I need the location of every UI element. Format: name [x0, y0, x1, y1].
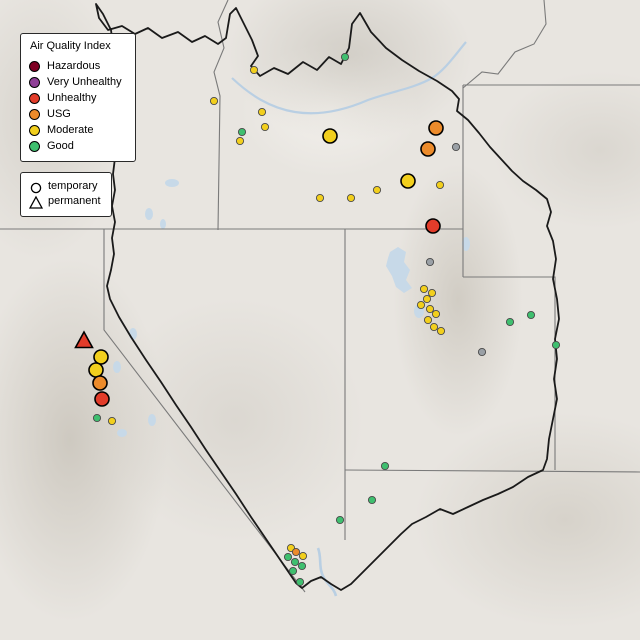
aqi-marker-unhealthy-triangle[interactable] — [74, 330, 94, 349]
aqi-marker-moderate-circle[interactable] — [422, 294, 432, 304]
aqi-marker-good-circle[interactable] — [380, 461, 390, 471]
aqi-marker-good-circle[interactable] — [283, 552, 293, 562]
aqi-marker-usg-circle[interactable] — [428, 120, 444, 136]
very_unhealthy-swatch-icon — [29, 76, 40, 88]
aqi-marker-moderate-circle[interactable] — [322, 128, 338, 144]
aqi-marker-missing-circle[interactable] — [425, 257, 435, 267]
border-idaho-montana — [462, 0, 547, 89]
aqi-marker-good-circle[interactable] — [288, 566, 298, 576]
state-borders — [0, 0, 640, 593]
legend-item-label: USG — [47, 108, 71, 120]
aqi-legend: Air Quality Index Hazardous Very Unhealth… — [20, 33, 136, 162]
aqi-marker-moderate-circle[interactable] — [431, 309, 441, 319]
usg-swatch-icon — [29, 108, 40, 120]
aqi-marker-good-circle[interactable] — [340, 52, 350, 62]
aqi-marker-moderate-circle[interactable] — [235, 136, 245, 146]
water-layer — [113, 41, 470, 597]
aqi-marker-moderate-circle[interactable] — [372, 185, 382, 195]
malheur-lake — [165, 179, 179, 187]
aqi-marker-unhealthy-circle[interactable] — [94, 391, 110, 407]
aqi-marker-good-circle[interactable] — [526, 310, 536, 320]
unhealthy-swatch-icon — [29, 92, 40, 104]
aqi-marker-good-circle[interactable] — [295, 577, 305, 587]
aqi-marker-usg-circle[interactable] — [92, 375, 108, 391]
aqi-marker-usg-circle[interactable] — [291, 547, 301, 557]
mono-lake — [117, 429, 127, 437]
great-salt-lake — [386, 247, 412, 293]
shape-legend: temporary permanent — [20, 172, 112, 217]
aqi-marker-usg-circle[interactable] — [420, 141, 436, 157]
summer-lake — [145, 208, 153, 220]
legend-item-label: Good — [47, 140, 74, 152]
aqi-marker-good-circle[interactable] — [92, 413, 102, 423]
aqi-marker-moderate-circle[interactable] — [209, 96, 219, 106]
aqi-marker-moderate-circle[interactable] — [419, 284, 429, 294]
snake-river — [231, 41, 467, 115]
legend-item-usg: USG — [29, 106, 125, 122]
legend-item-label: Hazardous — [47, 60, 101, 72]
aqi-marker-moderate-circle[interactable] — [260, 122, 270, 132]
aqi-marker-moderate-circle[interactable] — [435, 180, 445, 190]
legend-items: Hazardous Very Unhealthy Unhealthy USG Moder… — [29, 58, 125, 154]
legend-item-label: Moderate — [47, 124, 94, 136]
bear-lake — [462, 237, 470, 251]
aqi-marker-moderate-circle[interactable] — [249, 65, 259, 75]
shape-legend-label: temporary — [48, 180, 98, 192]
aqi-marker-moderate-circle[interactable] — [436, 326, 446, 336]
legend-item-label: Unhealthy — [47, 92, 97, 104]
aqi-marker-moderate-circle[interactable] — [257, 107, 267, 117]
shape-legend-label: permanent — [48, 195, 101, 207]
aqi-marker-good-circle[interactable] — [297, 561, 307, 571]
aqi-marker-missing-circle[interactable] — [451, 142, 461, 152]
colorado-river — [316, 547, 338, 597]
border-oregon-idaho — [213, 0, 229, 231]
legend-item-good: Good — [29, 138, 125, 154]
legend-item-moderate: Moderate — [29, 122, 125, 138]
hazardous-swatch-icon — [29, 60, 40, 72]
triangle-icon — [29, 195, 43, 209]
aqi-marker-moderate-circle[interactable] — [427, 288, 437, 298]
aqi-marker-unhealthy-circle[interactable] — [425, 218, 441, 234]
aqi-marker-good-circle[interactable] — [367, 495, 377, 505]
aqi-marker-good-circle[interactable] — [335, 515, 345, 525]
aqi-marker-good-circle[interactable] — [551, 340, 561, 350]
walker-lake — [148, 414, 156, 426]
legend-item-label: Very Unhealthy — [47, 76, 122, 88]
aqi-markers-layer — [74, 52, 561, 587]
aqi-marker-moderate-circle[interactable] — [88, 362, 104, 378]
aqi-marker-good-circle[interactable] — [505, 317, 515, 327]
legend-item-very_unhealthy: Very Unhealthy — [29, 74, 125, 90]
shape-legend-item-circle: temporary — [29, 179, 101, 194]
aqi-marker-moderate-circle[interactable] — [429, 322, 439, 332]
shape-legend-items: temporary permanent — [29, 179, 101, 209]
aqi-marker-moderate-circle[interactable] — [423, 315, 433, 325]
aqi-marker-moderate-circle[interactable] — [107, 416, 117, 426]
aqi-marker-moderate-circle[interactable] — [400, 173, 416, 189]
lake-tahoe — [113, 361, 121, 373]
border-utah-arizona — [344, 469, 640, 473]
basin-outline — [95, 3, 560, 591]
legend-item-hazardous: Hazardous — [29, 58, 125, 74]
aqi-marker-good-circle[interactable] — [237, 127, 247, 137]
aqi-marker-good-circle[interactable] — [290, 557, 300, 567]
good-swatch-icon — [29, 140, 40, 152]
legend-title: Air Quality Index — [30, 40, 111, 52]
aqi-marker-moderate-circle[interactable] — [425, 304, 435, 314]
border-utah-wyoming-colorado — [463, 276, 556, 470]
border-california-nevada — [103, 229, 306, 593]
shape-legend-item-triangle: permanent — [29, 194, 101, 209]
aqi-marker-moderate-circle[interactable] — [315, 193, 325, 203]
abert-lake — [160, 219, 166, 229]
aqi-marker-moderate-circle[interactable] — [416, 300, 426, 310]
aqi-marker-missing-circle[interactable] — [477, 347, 487, 357]
legend-item-unhealthy: Unhealthy — [29, 90, 125, 106]
aqi-marker-moderate-circle[interactable] — [346, 193, 356, 203]
aqi-marker-moderate-circle[interactable] — [298, 551, 308, 561]
aqi-marker-moderate-circle[interactable] — [93, 349, 109, 365]
moderate-swatch-icon — [29, 124, 40, 136]
circle-icon — [29, 180, 43, 194]
